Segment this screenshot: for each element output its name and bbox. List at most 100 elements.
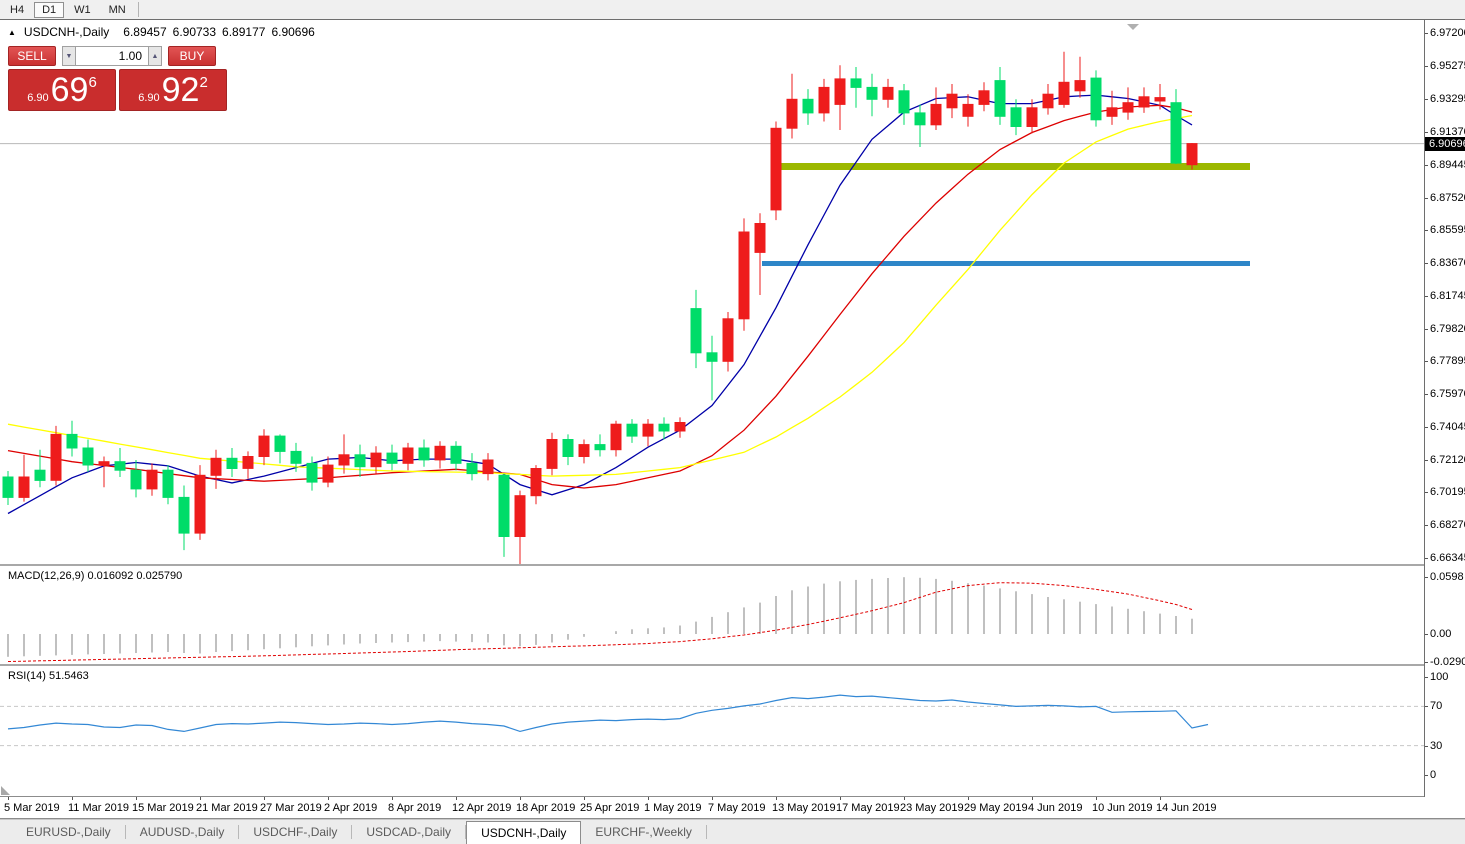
timeframe-tab-mn[interactable]: MN xyxy=(108,3,126,16)
candle-body xyxy=(1154,97,1166,102)
candle-body xyxy=(930,103,942,126)
rsi-tick-label: 0 xyxy=(1430,769,1437,781)
candle-body xyxy=(194,474,206,534)
candle-body xyxy=(690,308,702,354)
date-tick xyxy=(840,797,841,800)
candle-body xyxy=(178,496,190,534)
price-tick-label: 6.75970 xyxy=(1430,388,1465,400)
chart-tab-usdcnh-daily[interactable]: USDCNH-,Daily xyxy=(466,821,582,844)
price-tick-label: 6.91370 xyxy=(1430,126,1465,138)
axis-tick xyxy=(1425,706,1428,707)
panel-separator[interactable] xyxy=(0,664,1465,666)
candle-body xyxy=(242,456,254,469)
chart-tab-audusd-daily[interactable]: AUDUSD-,Daily xyxy=(139,825,225,839)
sell-price-box[interactable]: 6.90 69 6 xyxy=(8,69,116,111)
axis-tick xyxy=(1425,165,1428,166)
tab-separator xyxy=(124,825,126,839)
candle-body xyxy=(802,98,814,114)
rsi-tick-label: 100 xyxy=(1430,671,1449,683)
candle-body xyxy=(34,469,46,481)
date-tick-label: 29 May 2019 xyxy=(964,802,1028,814)
timeframe-toolbar: H4 D1 W1 MN xyxy=(0,0,1465,20)
candle-body xyxy=(706,352,718,362)
rsi-tick-label: 70 xyxy=(1430,700,1443,712)
candle-body xyxy=(578,444,590,458)
macd-tick-label: 0.0598 xyxy=(1430,571,1464,583)
candle-body xyxy=(994,80,1006,117)
candle-body xyxy=(514,495,526,538)
panel-separator[interactable] xyxy=(0,564,1465,566)
timeframe-tab-h4[interactable]: H4 xyxy=(10,3,25,16)
candle-body xyxy=(1106,107,1118,117)
tab-separator xyxy=(351,825,353,839)
axis-tick xyxy=(1425,132,1428,133)
volume-decrease-button[interactable]: ▼ xyxy=(62,46,76,66)
main-chart-panel[interactable]: ▲ USDCNH-,Daily 6.89457 6.90733 6.89177 … xyxy=(0,20,1424,564)
buy-button[interactable]: BUY xyxy=(168,46,216,66)
date-tick-label: 11 Mar 2019 xyxy=(68,802,129,814)
candle-body xyxy=(226,457,238,469)
candle-body xyxy=(1186,143,1198,166)
candle-body xyxy=(786,98,798,129)
rsi-panel[interactable]: RSI(14) 51.5463 xyxy=(0,666,1424,796)
chart-shift-marker-icon[interactable] xyxy=(1127,24,1139,30)
candle-body xyxy=(210,457,222,476)
candle-body xyxy=(1042,93,1054,109)
candle-body xyxy=(770,127,782,211)
price-tick-label: 6.68270 xyxy=(1430,519,1465,531)
buy-price-digits: 92 xyxy=(161,71,200,109)
price-tick-label: 6.72120 xyxy=(1430,454,1465,466)
date-tick xyxy=(1096,797,1097,800)
support-line-olive[interactable] xyxy=(774,163,1250,170)
price-tick-label: 6.74045 xyxy=(1430,421,1465,433)
date-tick-label: 4 Jun 2019 xyxy=(1028,802,1083,814)
candle-body xyxy=(418,447,430,461)
chart-tab-usdcad-daily[interactable]: USDCAD-,Daily xyxy=(366,825,452,839)
date-tick xyxy=(328,797,329,800)
candle-body xyxy=(18,476,30,498)
price-tick-label: 6.81745 xyxy=(1430,290,1465,302)
buy-price-box[interactable]: 6.90 92 2 xyxy=(119,69,227,111)
price-tick-label: 6.87520 xyxy=(1430,192,1465,204)
panel-resize-grip-icon[interactable] xyxy=(1,786,10,795)
candle-body xyxy=(466,462,478,475)
timeframe-tab-d1[interactable]: D1 xyxy=(34,1,65,18)
price-tick-label: 6.66345 xyxy=(1430,552,1465,564)
axis-tick xyxy=(1425,634,1428,635)
candle-body xyxy=(674,422,686,432)
candle-body xyxy=(1010,107,1022,128)
axis-tick xyxy=(1425,33,1428,34)
price-tick-label: 6.77895 xyxy=(1430,355,1465,367)
volume-increase-button[interactable]: ▲ xyxy=(148,46,162,66)
date-tick-label: 14 Jun 2019 xyxy=(1156,802,1217,814)
volume-input[interactable] xyxy=(76,46,148,66)
candle-body xyxy=(162,469,174,498)
ohlc-close: 6.90696 xyxy=(271,25,315,39)
macd-panel[interactable]: MACD(12,26,9) 0.016092 0.025790 xyxy=(0,566,1424,664)
support-line-blue[interactable] xyxy=(762,261,1250,266)
rsi-line xyxy=(7,694,1209,733)
collapse-chart-icon[interactable]: ▲ xyxy=(8,27,16,37)
candlestick-chart[interactable] xyxy=(0,20,1424,564)
timeframe-tab-w1[interactable]: W1 xyxy=(74,3,91,16)
sell-button[interactable]: SELL xyxy=(8,46,56,66)
chart-tab-eurusd-daily[interactable]: EURUSD-,Daily xyxy=(26,825,111,839)
rsi-chart[interactable] xyxy=(0,666,1424,796)
candle-body xyxy=(530,468,542,497)
candle-body xyxy=(98,461,110,466)
candle-body xyxy=(818,86,830,114)
axis-tick xyxy=(1425,460,1428,461)
date-axis[interactable]: 5 Mar 2019 11 Mar 2019 15 Mar 2019 21 Mar 2… xyxy=(0,797,1465,818)
candle-body xyxy=(1170,102,1182,164)
candle-body xyxy=(1074,80,1086,92)
chart-tab-usdchf-daily[interactable]: USDCHF-,Daily xyxy=(253,825,338,839)
one-click-trade-widget: SELL ▼ ▲ BUY 6.90 69 6 6.90 92 2 xyxy=(8,46,227,111)
sell-price-pip: 6 xyxy=(88,74,97,91)
date-tick-label: 27 Mar 2019 xyxy=(260,802,322,814)
panel-separator xyxy=(0,796,1465,797)
price-axis[interactable]: 6.97200 6.95275 6.93295 6.91370 6.89445 6.875… xyxy=(1424,20,1465,797)
macd-chart[interactable] xyxy=(0,566,1424,664)
date-tick-label: 8 Apr 2019 xyxy=(388,802,442,814)
chart-tab-eurchf-weekly[interactable]: EURCHF-,Weekly xyxy=(595,825,692,839)
